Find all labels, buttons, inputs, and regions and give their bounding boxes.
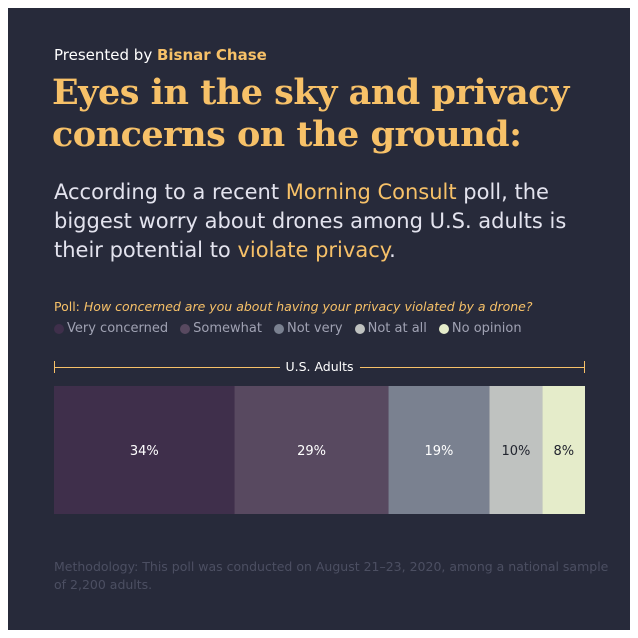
legend-swatch bbox=[354, 323, 365, 334]
page-title: Eyes in the sky and privacy concerns on … bbox=[52, 72, 569, 155]
legend-item-not-at-all: Not at all bbox=[354, 321, 427, 336]
methodology-note: Methodology: This poll was conducted on … bbox=[54, 559, 609, 592]
legend-swatch bbox=[438, 323, 449, 334]
bracket-right-tick bbox=[584, 361, 585, 373]
bar-value-label: 34% bbox=[130, 444, 159, 459]
bar-segment-no-opinion bbox=[542, 386, 585, 514]
legend-item-no-opinion: No opinion bbox=[438, 321, 522, 336]
legend-label: Somewhat bbox=[193, 321, 262, 336]
chart-legend: Very concerned Somewhat Not very Not at all… bbox=[54, 321, 614, 336]
legend-item-very-concerned: Very concerned bbox=[54, 321, 168, 336]
bar-svg: 34% 29% 19% 10% 8% bbox=[54, 386, 585, 514]
infographic-card: Presented by Bisnar Chase Eyes in the sk… bbox=[8, 8, 630, 630]
legend-label: Not at all bbox=[367, 321, 427, 336]
legend-swatch bbox=[54, 323, 64, 334]
bar-value-label: 10% bbox=[502, 444, 531, 459]
brand-name: Bisnar Chase bbox=[156, 46, 267, 64]
bar-value-label: 19% bbox=[425, 444, 454, 459]
subtitle: According to a recent Morning Consult po… bbox=[54, 178, 614, 265]
bar-segment-somewhat bbox=[234, 386, 389, 514]
legend-item-not-very: Not very bbox=[273, 321, 343, 336]
bar-segment-not-at-all bbox=[489, 386, 543, 514]
legend-item-somewhat: Somewhat bbox=[180, 321, 262, 336]
subtitle-highlight-source: Morning Consult bbox=[285, 180, 457, 204]
legend-label: Very concerned bbox=[67, 321, 169, 336]
subtitle-part1: According to a recent bbox=[54, 180, 286, 204]
group-bracket: U.S. Adults bbox=[54, 360, 585, 374]
presented-prefix: Presented by bbox=[54, 46, 153, 64]
bar-segment-not-very bbox=[388, 386, 490, 514]
bracket-left-tick bbox=[54, 361, 55, 373]
legend-swatch bbox=[180, 323, 191, 334]
group-label: U.S. Adults bbox=[279, 360, 360, 374]
bar-segment-very-concerned bbox=[54, 386, 235, 514]
presented-by: Presented by Bisnar Chase bbox=[54, 46, 267, 64]
stacked-bar-chart: 34% 29% 19% 10% 8% bbox=[54, 386, 585, 514]
bar-value-label: 8% bbox=[553, 444, 574, 459]
subtitle-part3: . bbox=[389, 238, 396, 262]
subtitle-highlight-concern: violate privacy bbox=[237, 238, 390, 262]
legend-swatch bbox=[273, 323, 284, 334]
poll-prefix: Poll: bbox=[54, 299, 80, 314]
poll-question: Poll: How concerned are you about having… bbox=[54, 299, 614, 314]
poll-question-text: How concerned are you about having your … bbox=[83, 299, 533, 314]
legend-label: Not very bbox=[286, 321, 343, 336]
legend-label: No opinion bbox=[451, 321, 522, 336]
bar-value-label: 29% bbox=[297, 444, 326, 459]
subtitle-part2: poll, the biggest worry about drones amo… bbox=[54, 180, 567, 262]
